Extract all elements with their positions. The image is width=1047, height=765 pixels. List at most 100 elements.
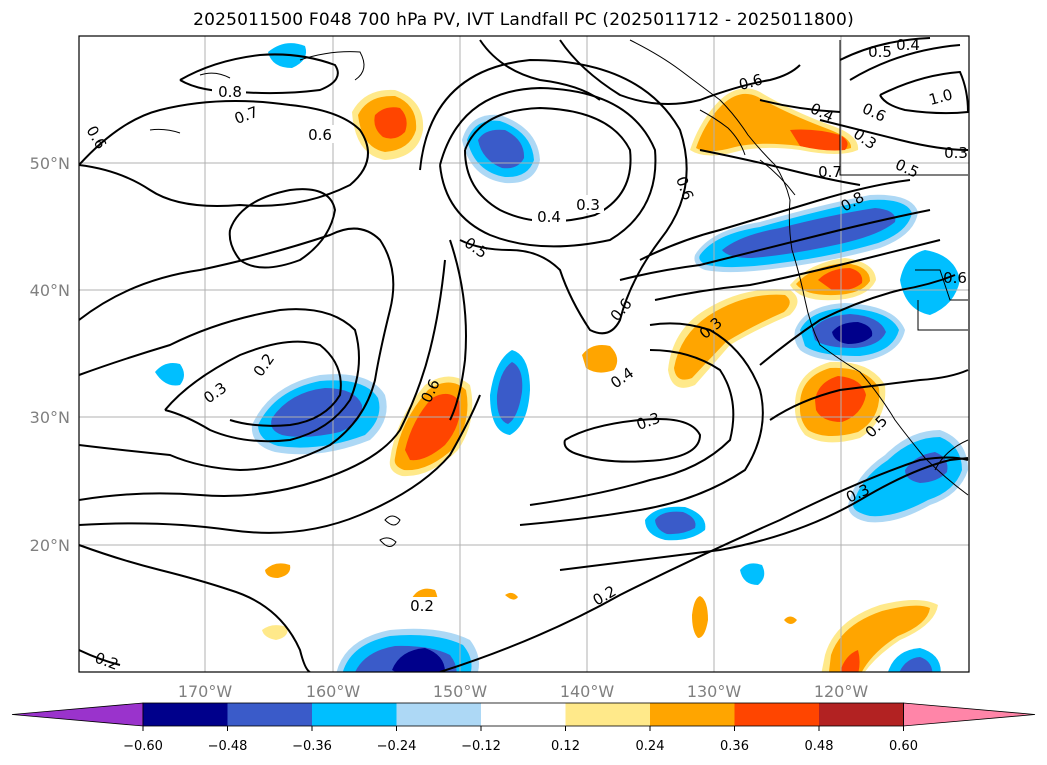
negative-anomaly: [392, 648, 445, 672]
colorbar-cell: [565, 703, 651, 726]
contour-0-3-west: [79, 308, 360, 443]
colorbar-cell: [481, 703, 566, 726]
colorbar-tick-label: 0.24: [636, 739, 665, 754]
contour-0-3-west-inner: [164, 340, 342, 427]
colorbar-extend-high: [903, 702, 1036, 727]
contour-0-4-sw: [79, 259, 446, 501]
contour-0-5-south: [79, 394, 481, 534]
contour-label: 0.4: [896, 36, 920, 54]
lat-label: 40°N: [30, 281, 70, 300]
negative-anomaly: [478, 129, 525, 169]
contour-0-5-south-long: [559, 457, 969, 571]
colorbar-tick-label: −0.60: [123, 739, 163, 754]
colorbar: −0.60 −0.48 −0.36 −0.24 −0.12 0.12 0.24 0.36 0.4…: [11, 702, 1036, 754]
negative-anomaly: [899, 657, 933, 672]
lon-label: 170°W: [178, 682, 233, 701]
negative-anomaly: [496, 362, 523, 424]
contour-0-5-top: [479, 39, 601, 101]
contour-label: 0.8: [218, 83, 242, 101]
colorbar-tick-label: 0.12: [551, 739, 580, 754]
colorbar-tick-label: −0.12: [461, 739, 501, 754]
negative-anomaly: [832, 322, 873, 344]
contour-label: 0.6: [943, 269, 967, 287]
negative-anomaly: [740, 563, 765, 585]
positive-anomaly: [818, 268, 863, 291]
colorbar-tick-label: 0.36: [720, 739, 749, 754]
colorbar-cell: [396, 703, 482, 726]
lon-label: 130°W: [687, 682, 742, 701]
positive-anomaly: [374, 107, 407, 139]
lat-label: 30°N: [30, 408, 70, 427]
positive-anomaly: [692, 596, 708, 638]
colorbar-tick-label: 0.48: [805, 739, 834, 754]
positive-anomaly: [784, 616, 797, 624]
lon-label: 140°W: [560, 682, 615, 701]
positive-anomaly: [790, 129, 848, 151]
lon-label: 120°W: [814, 682, 869, 701]
contour-0-6-ne: [839, 37, 931, 61]
coastlines: [149, 39, 969, 547]
contour-0-4-ne: [759, 99, 841, 113]
colorbar-cell: [734, 703, 820, 726]
contour-0-6-top: [559, 39, 801, 105]
lon-label: 160°W: [306, 682, 361, 701]
longitude-labels: 170°W 160°W 150°W 140°W 130°W 120°W: [178, 682, 869, 701]
contour-0-3-central: [464, 106, 632, 223]
contour-0-4-central: [439, 86, 657, 248]
contour-label: 0.6: [308, 126, 332, 144]
negative-anomaly: [722, 208, 896, 258]
contour-label: 0.6: [737, 70, 765, 94]
contour-0-2: [79, 227, 395, 472]
contour-0-8-ne: [849, 44, 961, 81]
contour-0-4-east: [619, 209, 931, 281]
contour-0-3-inner-south: [563, 418, 702, 463]
positive-anomaly: [840, 650, 860, 672]
contour-0-5-coast: [769, 369, 969, 421]
contour-0-6-east: [759, 274, 956, 366]
map-frame: [78, 35, 970, 673]
contour-0-5-ne: [819, 119, 969, 151]
positive-anomaly: [405, 393, 461, 461]
latitude-labels: 50°N 40°N 30°N 20°N: [30, 154, 70, 555]
contour-0-3-east: [639, 179, 911, 261]
colorbar-tick-label: 0.60: [889, 739, 918, 754]
colorbar-cell: [819, 703, 904, 726]
lat-label: 20°N: [30, 536, 70, 555]
negative-anomaly: [655, 511, 696, 535]
contour-label: 0.5: [868, 43, 892, 61]
contour-1-0: [879, 70, 969, 115]
contour-label: 0.7: [818, 163, 842, 181]
contour-0-6-bigloop: [228, 188, 337, 269]
contour-label: 0.3: [944, 144, 968, 162]
positive-anomaly: [265, 563, 291, 578]
contour-0-5: [419, 58, 688, 335]
contour-0-5-east: [654, 239, 941, 301]
contour-0-2-bottom: [79, 649, 121, 666]
contour-0-3-south: [529, 349, 735, 506]
positive-anomaly: [674, 294, 790, 380]
negative-anomaly: [155, 363, 184, 386]
colorbar-cell: [227, 703, 313, 726]
colorbar-extend-low: [11, 702, 144, 727]
contour-0-7-coast: [699, 149, 861, 186]
figure-title: 2025011500 F048 700 hPa PV, IVT Landfall…: [193, 10, 854, 30]
colorbar-cell: [650, 703, 735, 726]
contour-0-2-long: [79, 544, 311, 672]
contour-0-6-north: [79, 100, 369, 207]
colorbar-cell: [312, 703, 397, 726]
positive-anomaly: [505, 592, 518, 600]
positive-anomaly: [262, 625, 288, 640]
contour-label: 0.2: [92, 649, 121, 674]
contour-lines: [79, 37, 969, 672]
positive-anomaly: [582, 345, 618, 373]
colorbar-cell: [143, 703, 228, 726]
contour-label: 1.0: [927, 85, 955, 109]
lat-label: 50°N: [30, 154, 70, 173]
lon-label: 150°W: [433, 682, 488, 701]
contour-label: 0.4: [537, 208, 561, 226]
contour-label: 0.3: [576, 196, 600, 214]
contour-0-6-mid: [449, 239, 467, 421]
colorbar-tick-label: −0.48: [208, 739, 248, 754]
contour-0-4-south: [519, 322, 764, 526]
